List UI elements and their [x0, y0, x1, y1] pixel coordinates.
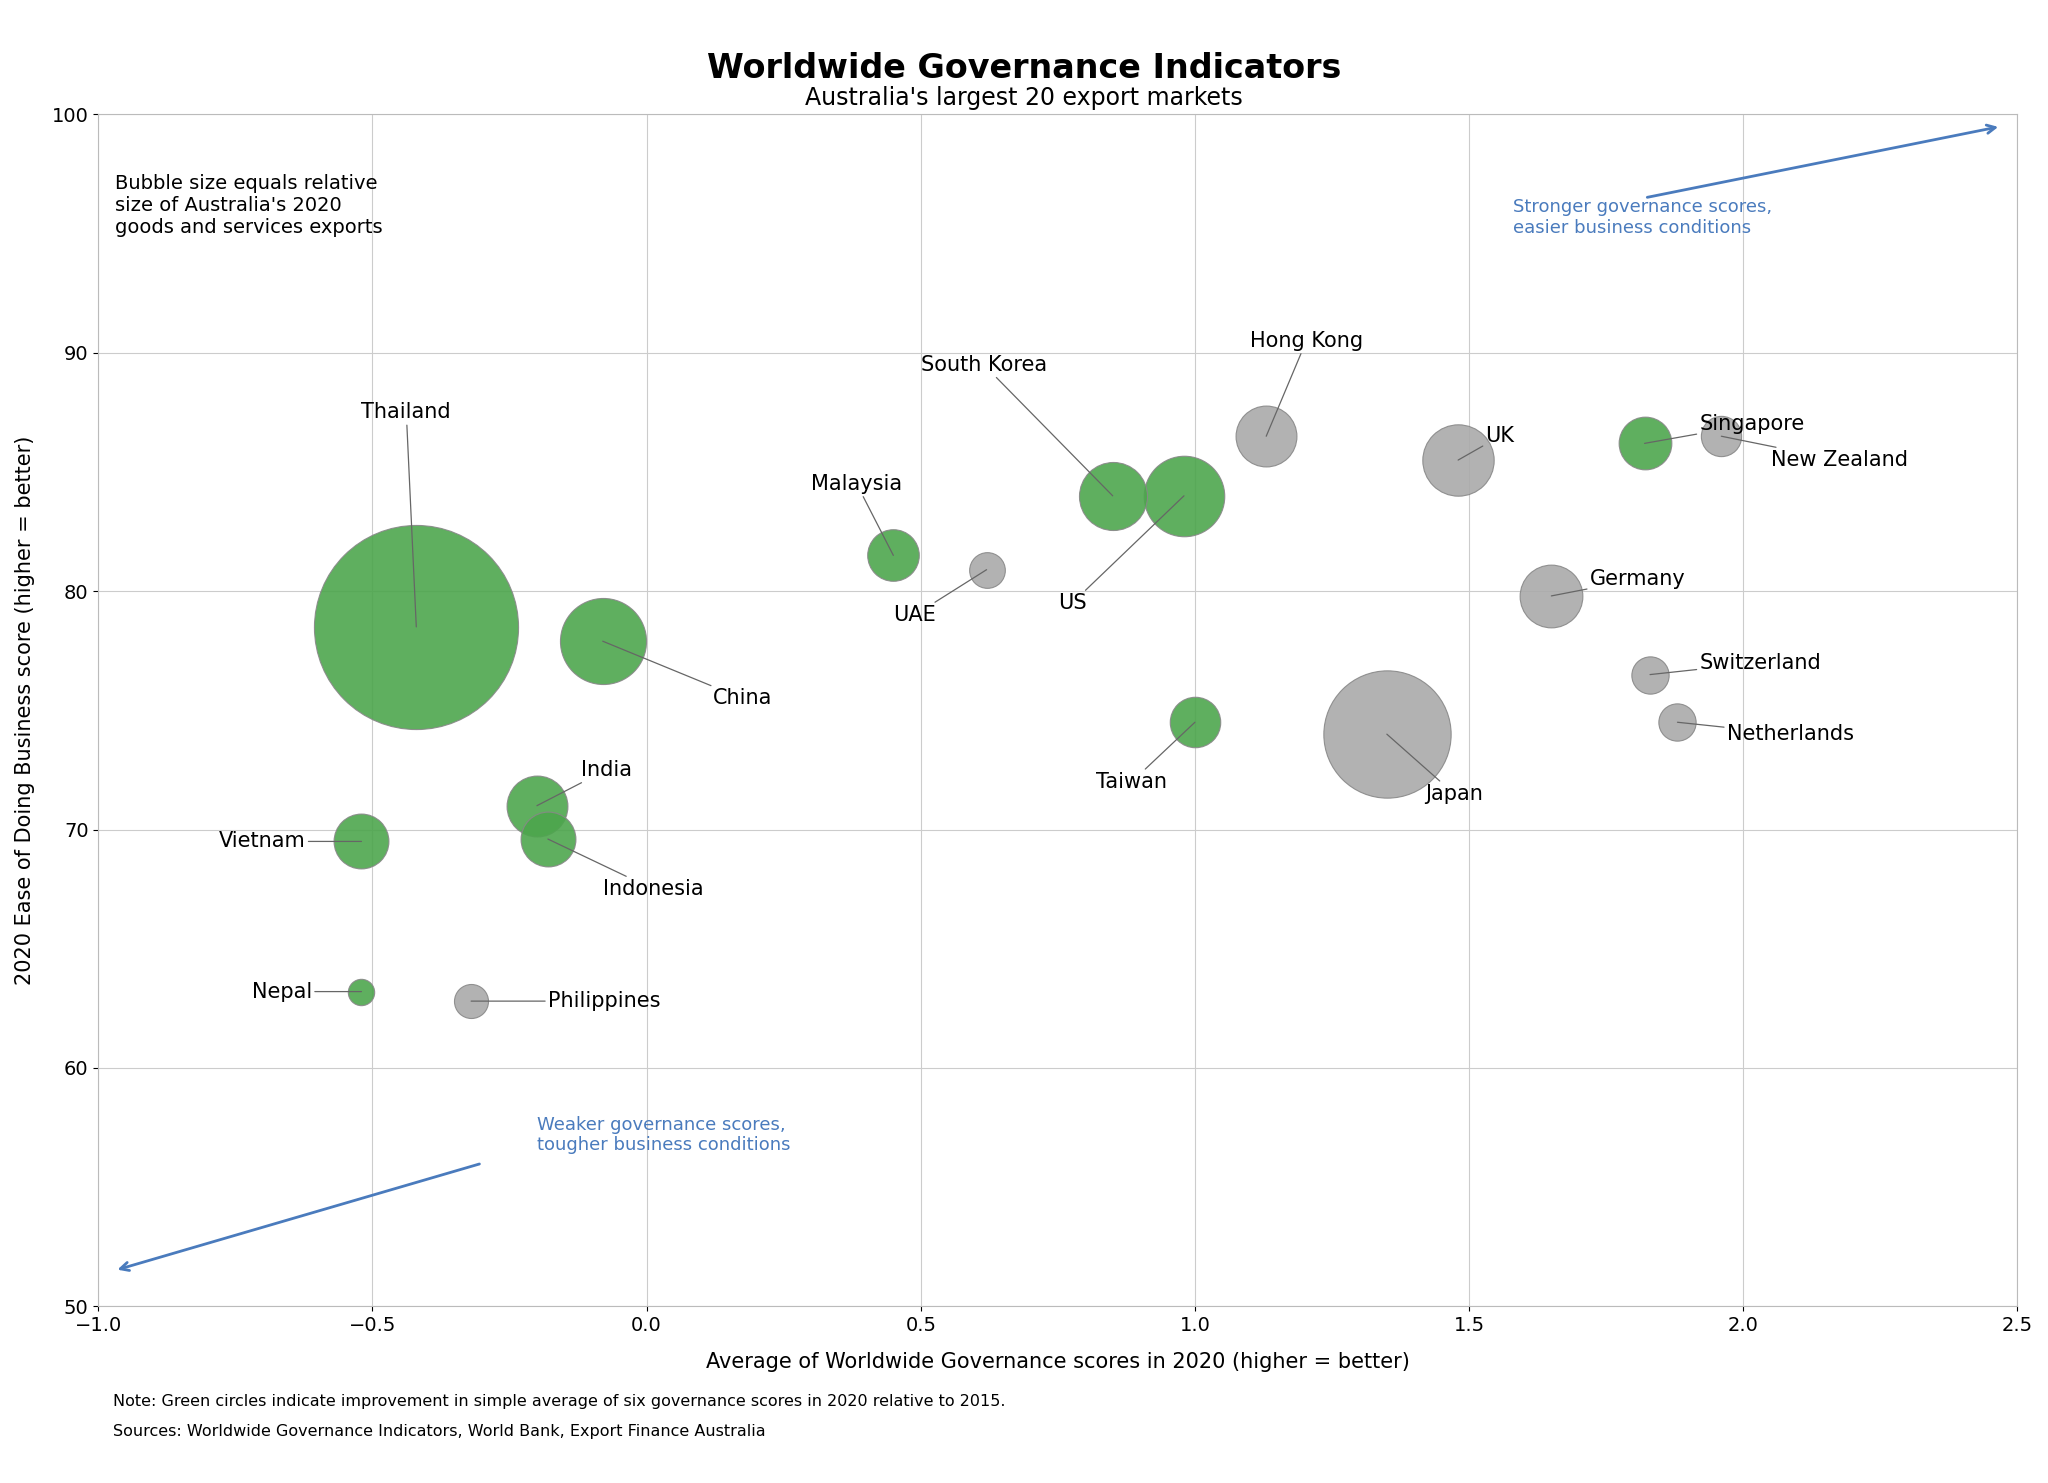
Point: [1628, 432, 1661, 455]
Text: Thailand: Thailand: [360, 402, 451, 627]
Text: Malaysia: Malaysia: [811, 475, 903, 556]
Text: Sources: Worldwide Governance Indicators, World Bank, Export Finance Australia: Sources: Worldwide Governance Indicators…: [113, 1424, 766, 1439]
Text: Hong Kong: Hong Kong: [1249, 331, 1362, 436]
Text: Philippines: Philippines: [471, 991, 659, 1011]
Point: [1634, 663, 1667, 687]
Point: [1442, 448, 1475, 472]
Text: Worldwide Governance Indicators: Worldwide Governance Indicators: [707, 52, 1341, 85]
Text: Singapore: Singapore: [1645, 414, 1804, 443]
Point: [1249, 424, 1282, 448]
Y-axis label: 2020 Ease of Doing Business score (higher = better): 2020 Ease of Doing Business score (highe…: [14, 436, 35, 985]
Point: [1534, 584, 1567, 608]
Text: Bubble size equals relative
size of Australia's 2020
goods and services exports: Bubble size equals relative size of Aust…: [115, 174, 383, 237]
Text: South Korea: South Korea: [922, 354, 1112, 495]
Point: [344, 829, 377, 853]
Point: [1178, 710, 1210, 734]
Text: China: China: [602, 641, 772, 709]
Text: Vietnam: Vietnam: [219, 832, 360, 851]
X-axis label: Average of Worldwide Governance scores in 2020 (higher = better): Average of Worldwide Governance scores i…: [707, 1351, 1409, 1372]
Point: [1704, 424, 1737, 448]
Text: Note: Green circles indicate improvement in simple average of six governance sco: Note: Green circles indicate improvement…: [113, 1394, 1006, 1409]
Text: UAE: UAE: [893, 569, 987, 624]
Text: Netherlands: Netherlands: [1677, 722, 1853, 744]
Point: [399, 615, 432, 639]
Text: Indonesia: Indonesia: [549, 839, 702, 899]
Point: [455, 989, 487, 1013]
Point: [877, 544, 909, 568]
Point: [1096, 483, 1128, 507]
Point: [532, 828, 565, 851]
Text: Nepal: Nepal: [252, 982, 360, 1001]
Text: US: US: [1059, 495, 1184, 612]
Text: Stronger governance scores,
easier business conditions: Stronger governance scores, easier busin…: [1513, 197, 1772, 237]
Text: Germany: Germany: [1550, 569, 1686, 596]
Point: [344, 980, 377, 1004]
Point: [520, 793, 553, 817]
Text: Weaker governance scores,
tougher business conditions: Weaker governance scores, tougher busine…: [537, 1115, 791, 1154]
Point: [1661, 710, 1694, 734]
Point: [586, 629, 618, 653]
Text: Taiwan: Taiwan: [1096, 722, 1194, 792]
Point: [1370, 722, 1403, 746]
Text: Switzerland: Switzerland: [1651, 653, 1821, 675]
Text: Japan: Japan: [1386, 734, 1483, 804]
Text: UK: UK: [1458, 426, 1516, 460]
Text: India: India: [537, 759, 631, 805]
Point: [971, 558, 1004, 581]
Text: Australia's largest 20 export markets: Australia's largest 20 export markets: [805, 86, 1243, 110]
Point: [1167, 483, 1200, 507]
Text: New Zealand: New Zealand: [1720, 436, 1907, 470]
